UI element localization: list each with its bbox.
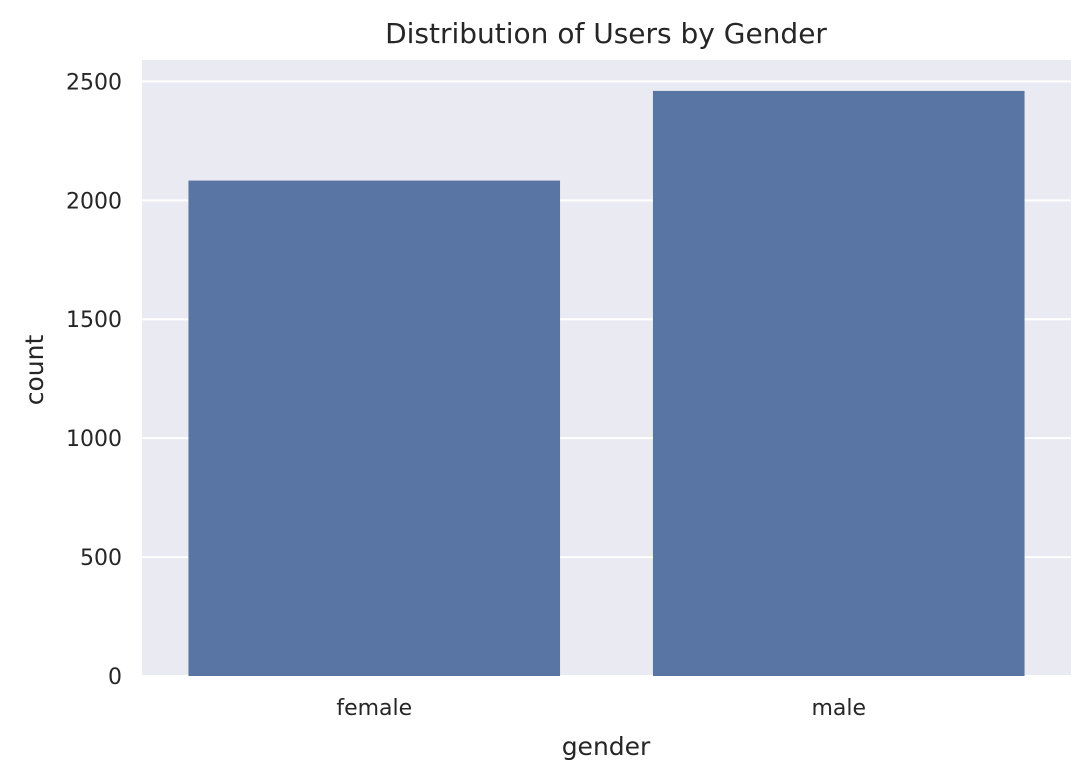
bar-female	[188, 180, 561, 676]
bar-male	[652, 90, 1025, 676]
x-tick-label: male	[811, 696, 866, 721]
y-tick-label: 1000	[66, 427, 122, 452]
y-tick-label: 1500	[66, 308, 122, 333]
x-tick-labels: female male	[336, 696, 866, 721]
x-tick-label: female	[336, 696, 412, 721]
chart-title: Distribution of Users by Gender	[385, 17, 827, 50]
y-tick-label: 2500	[66, 70, 122, 95]
bars	[188, 90, 1025, 676]
y-tick-label: 0	[108, 665, 122, 690]
y-tick-labels: 0 500 1000 1500 2000 2500	[66, 70, 122, 690]
y-axis-label: count	[20, 335, 49, 406]
y-tick-label: 500	[80, 546, 122, 571]
y-tick-label: 2000	[66, 189, 122, 214]
x-axis-label: gender	[562, 732, 651, 761]
